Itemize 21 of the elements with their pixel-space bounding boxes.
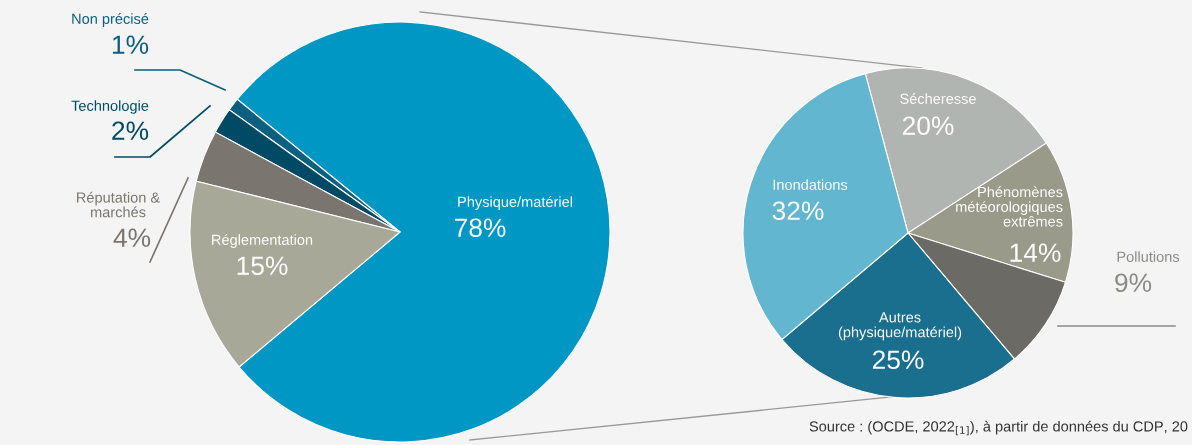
data-label: 4% (113, 228, 151, 247)
data-label: 2% (112, 121, 149, 140)
data-label: 1% (112, 35, 149, 54)
slice-label: Sécheresse (900, 93, 976, 104)
slice-label: Inondations (773, 179, 848, 190)
source-note: Source : (OCDE, 2022$_{[1]}$), à partir de données du CDP, 20 (809, 420, 1188, 436)
slice-label: Réputation & marchés (77, 191, 160, 218)
data-label: 9% (1115, 273, 1152, 293)
slice-label: Phénomènes météorologiques extrêmes (956, 186, 1063, 227)
data-label: 32% (772, 201, 824, 221)
data-label: 14% (1010, 243, 1061, 262)
data-label: 15% (237, 256, 288, 276)
slice-label: Pollutions (1117, 251, 1180, 262)
data-label: 78% (454, 218, 506, 238)
slice-label: Non précisé (72, 13, 149, 27)
slice-label: Physique/matériel (458, 196, 572, 210)
data-label: 20% (902, 116, 954, 136)
slice-label: Réglementation (212, 234, 313, 248)
slice-label: Technologie (71, 100, 149, 114)
data-label: 25% (872, 350, 924, 370)
slice-label: Autres (physique/matériel) (838, 312, 962, 341)
